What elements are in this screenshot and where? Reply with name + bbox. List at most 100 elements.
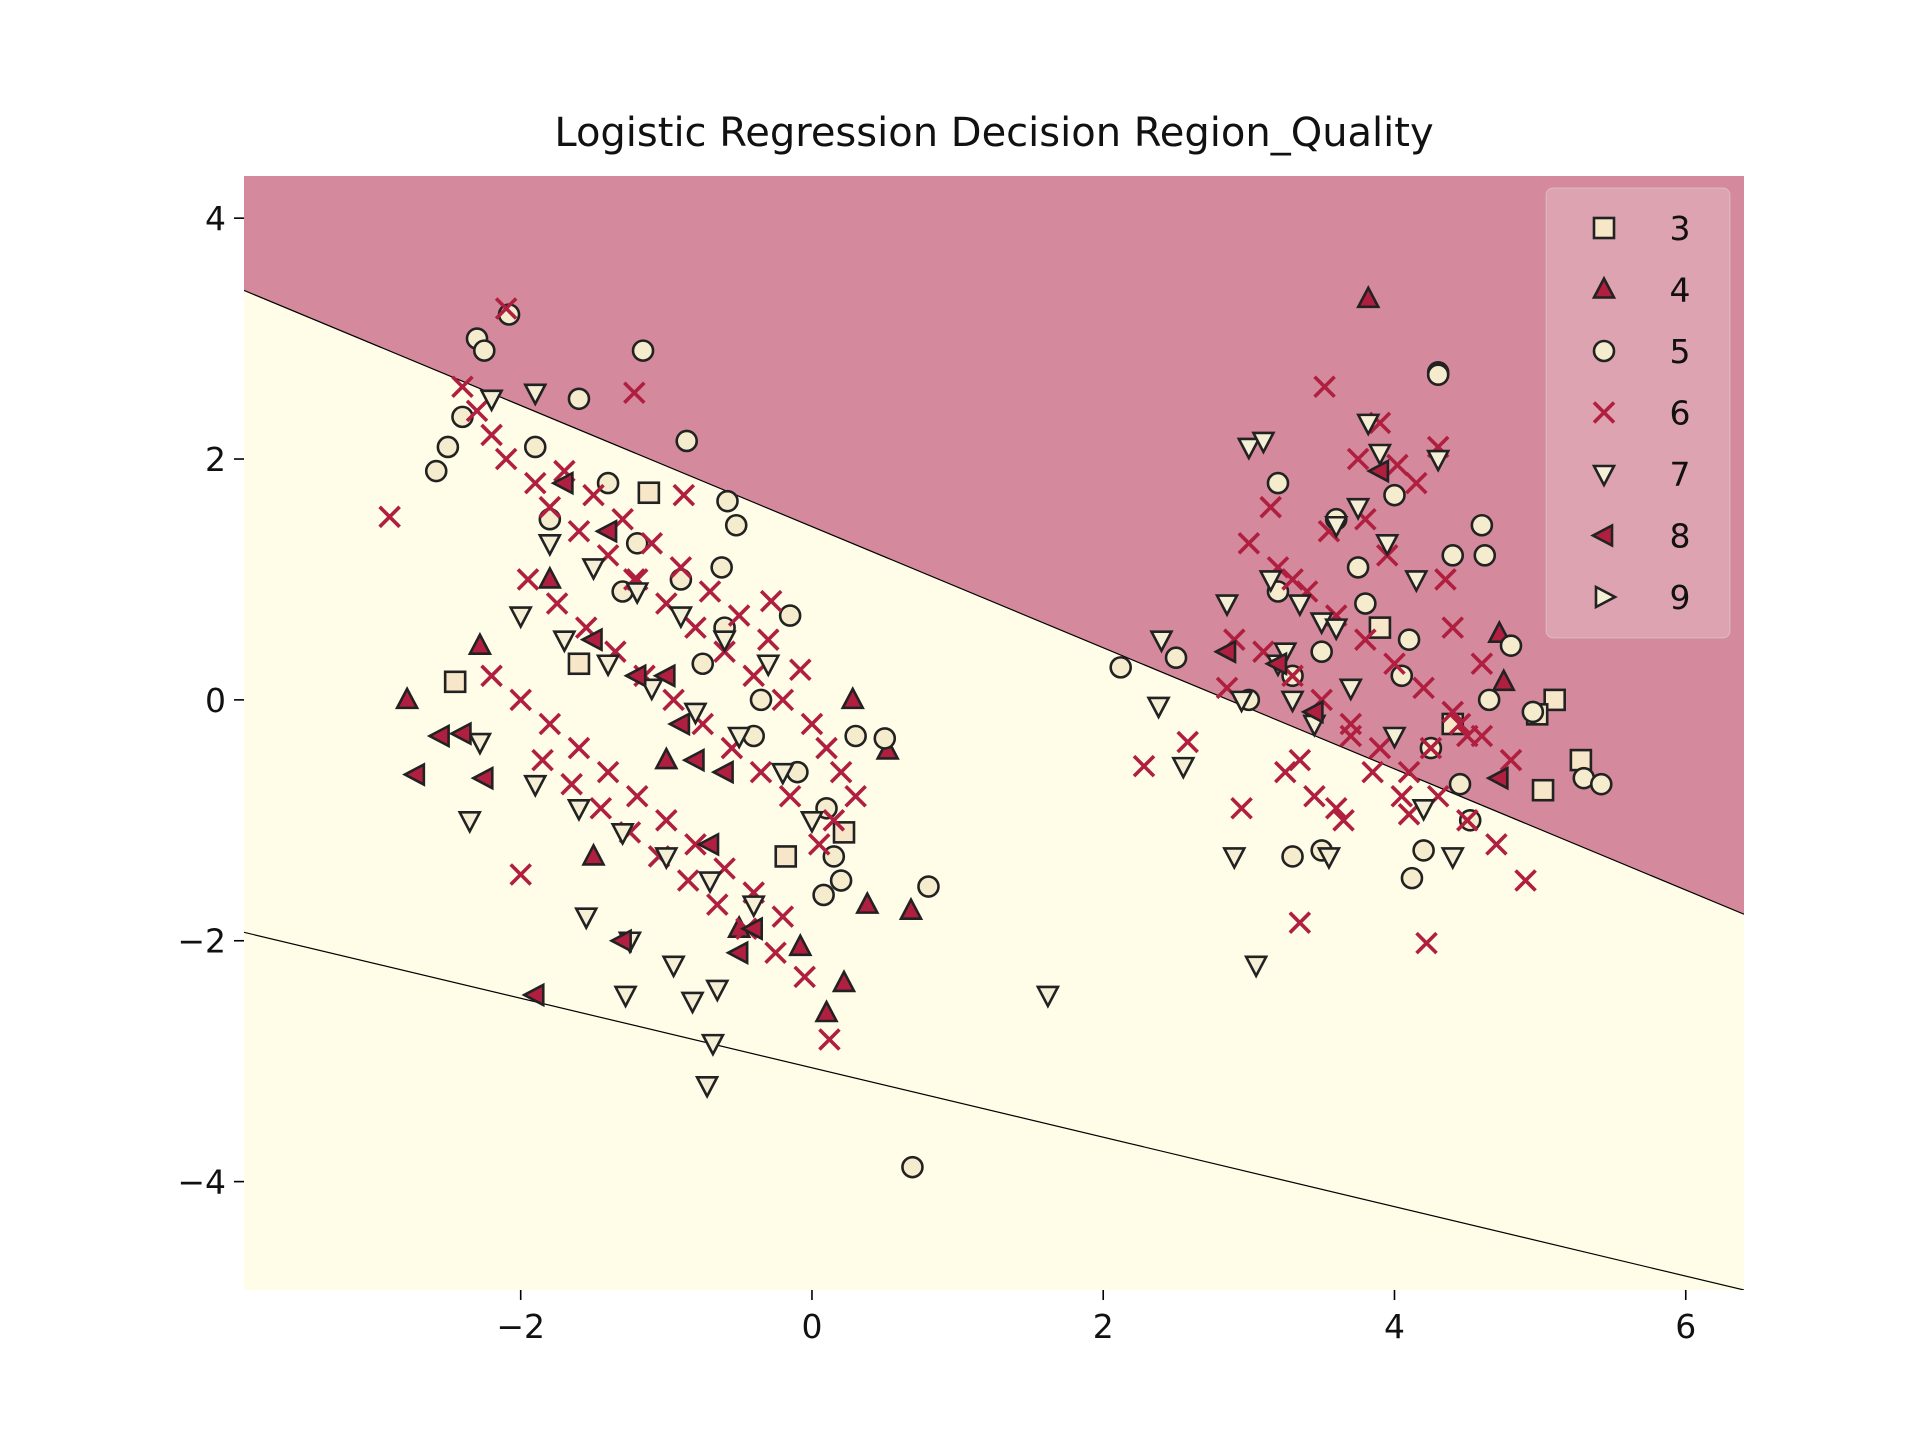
point-class-5 xyxy=(1390,664,1414,688)
legend-item-5: 5 xyxy=(1592,332,1691,371)
point-class-5 xyxy=(1354,592,1377,615)
point-class-6 xyxy=(756,628,780,651)
point-class-7 xyxy=(705,979,730,1003)
point-class-4 xyxy=(898,896,924,920)
point-class-6 xyxy=(1346,447,1370,471)
point-class-7 xyxy=(467,732,493,756)
point-class-5 xyxy=(829,869,853,892)
point-class-7 xyxy=(680,991,705,1015)
point-class-4 xyxy=(855,890,880,914)
legend-label-9: 9 xyxy=(1670,578,1691,617)
point-class-6 xyxy=(807,833,831,856)
legend-item-4: 4 xyxy=(1591,271,1691,310)
point-class-6 xyxy=(1405,471,1428,495)
point-class-6 xyxy=(538,712,562,736)
point-class-7 xyxy=(1440,847,1465,871)
point-class-7 xyxy=(537,534,562,558)
point-class-7 xyxy=(1229,690,1254,714)
point-class-6 xyxy=(1288,911,1312,934)
point-class-7 xyxy=(1035,985,1061,1009)
y-tick-label: 2 xyxy=(205,440,226,479)
point-class-5 xyxy=(1400,866,1424,890)
point-class-7 xyxy=(479,389,504,413)
point-class-3 xyxy=(637,481,661,505)
point-class-8 xyxy=(1264,651,1288,676)
point-class-5 xyxy=(1470,513,1494,537)
point-class-7 xyxy=(654,847,679,871)
legend-item-6: 6 xyxy=(1592,394,1691,433)
point-class-5 xyxy=(778,604,802,627)
point-class-5 xyxy=(567,387,591,411)
point-class-6 xyxy=(509,863,532,886)
point-class-5 xyxy=(1521,700,1545,724)
chart-title: Logistic Regression Decision Region_Qual… xyxy=(554,110,1433,156)
point-class-7 xyxy=(661,955,686,979)
point-class-7 xyxy=(1411,798,1436,823)
point-class-7 xyxy=(683,702,708,726)
point-class-5 xyxy=(1448,772,1472,796)
point-class-6 xyxy=(676,869,700,892)
point-class-7 xyxy=(595,654,621,678)
point-class-5 xyxy=(1412,839,1435,862)
point-class-6 xyxy=(1419,736,1443,760)
plot-area xyxy=(244,176,1744,1290)
point-class-7 xyxy=(566,798,592,823)
point-class-7 xyxy=(1149,630,1174,654)
point-class-7 xyxy=(712,630,737,654)
point-class-4 xyxy=(581,842,606,866)
point-class-8 xyxy=(623,663,647,688)
point-class-7 xyxy=(1287,594,1312,618)
legend-item-9: 9 xyxy=(1594,578,1691,617)
point-class-6 xyxy=(1485,833,1508,856)
series-7 xyxy=(457,383,1465,1100)
point-class-7 xyxy=(697,871,723,895)
point-class-6 xyxy=(1324,796,1348,820)
legend-item-8: 8 xyxy=(1590,517,1691,556)
point-class-7 xyxy=(625,582,650,606)
point-class-6 xyxy=(684,616,707,639)
point-class-3 xyxy=(774,845,798,868)
point-class-6 xyxy=(625,784,649,808)
legend-label-8: 8 xyxy=(1670,517,1691,556)
point-class-7 xyxy=(1146,696,1171,720)
point-class-3 xyxy=(1531,778,1555,802)
point-class-5 xyxy=(675,429,699,453)
y-tick-label: 0 xyxy=(205,681,226,720)
point-class-6 xyxy=(759,589,783,613)
point-class-6 xyxy=(1230,796,1253,820)
point-class-6 xyxy=(844,784,867,808)
point-class-6 xyxy=(1397,803,1421,826)
point-class-6 xyxy=(1441,700,1465,724)
point-class-8 xyxy=(725,940,749,965)
point-class-6 xyxy=(1288,748,1312,772)
point-class-5 xyxy=(1426,363,1450,387)
data-points xyxy=(378,285,1613,1179)
point-class-7 xyxy=(1356,413,1381,437)
point-class-6 xyxy=(662,688,685,712)
point-class-6 xyxy=(1313,375,1336,399)
point-class-3 xyxy=(443,670,467,694)
point-class-6 xyxy=(1332,809,1355,832)
point-class-6 xyxy=(1441,616,1465,639)
point-class-6 xyxy=(1383,652,1406,676)
point-class-4 xyxy=(467,631,493,655)
point-class-7 xyxy=(756,654,781,678)
point-class-7 xyxy=(726,726,752,750)
point-class-3 xyxy=(1569,748,1593,772)
legend-item-7: 7 xyxy=(1591,455,1691,494)
point-class-5 xyxy=(812,883,835,907)
point-class-6 xyxy=(1339,724,1363,748)
point-class-5 xyxy=(1383,483,1406,507)
point-class-7 xyxy=(508,606,533,630)
decision-boundary-2 xyxy=(244,931,1744,1290)
point-class-7 xyxy=(1316,847,1342,871)
point-class-4 xyxy=(654,746,679,770)
series-3 xyxy=(443,481,1593,868)
point-class-7 xyxy=(770,762,795,786)
point-class-6 xyxy=(480,664,503,688)
point-class-6 xyxy=(1448,712,1472,736)
point-class-7 xyxy=(668,606,694,630)
point-class-4 xyxy=(814,999,839,1023)
point-class-6 xyxy=(1415,931,1438,955)
point-class-8 xyxy=(1366,458,1390,484)
